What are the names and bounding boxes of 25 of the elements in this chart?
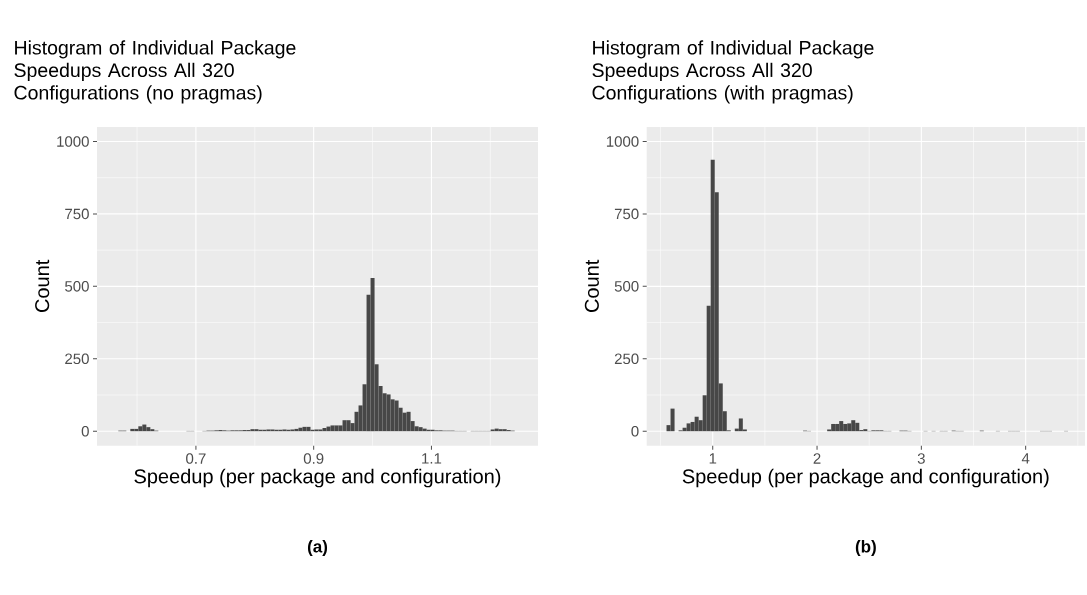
text: (b) <box>855 540 876 556</box>
x-tick-label: 1.1 <box>422 453 442 464</box>
y-tick-label: 1000 <box>606 136 639 147</box>
x-axis-title: Speedup (per package and configuration) <box>682 468 1049 488</box>
y-tick-label: 0 <box>631 425 639 437</box>
y-tick-label: 500 <box>614 281 639 292</box>
x-tick-label: 0.9 <box>303 453 324 464</box>
y-tick-label: 0 <box>81 425 89 437</box>
y-tick-label: 750 <box>614 208 639 220</box>
x-axis-title: Speedup (per package and configuration) <box>134 468 501 488</box>
chart-title: Histogram of Individual Package Speedups Across All 320 Configurations (with pragmas) <box>592 40 874 104</box>
chart-title: Histogram of Individual Package Speedups Across All 320 Configurations (no pragmas) <box>14 40 296 104</box>
x-tick-label: 0.7 <box>186 453 206 464</box>
y-tick-label: 500 <box>65 281 89 292</box>
y-tick-label: 250 <box>614 353 639 365</box>
x-tick-label: 3 <box>917 453 925 464</box>
y-tick-label: 750 <box>65 208 89 220</box>
y-tick-label: 250 <box>65 353 89 365</box>
y-axis-title: Count <box>584 259 599 313</box>
y-tick-label: 1000 <box>57 136 89 147</box>
x-tick-label: 2 <box>813 453 821 464</box>
x-tick-label: 4 <box>1021 453 1030 464</box>
text: (a) <box>307 540 328 556</box>
x-tick-label: 1 <box>709 453 717 464</box>
y-axis-title: Count <box>35 259 50 313</box>
